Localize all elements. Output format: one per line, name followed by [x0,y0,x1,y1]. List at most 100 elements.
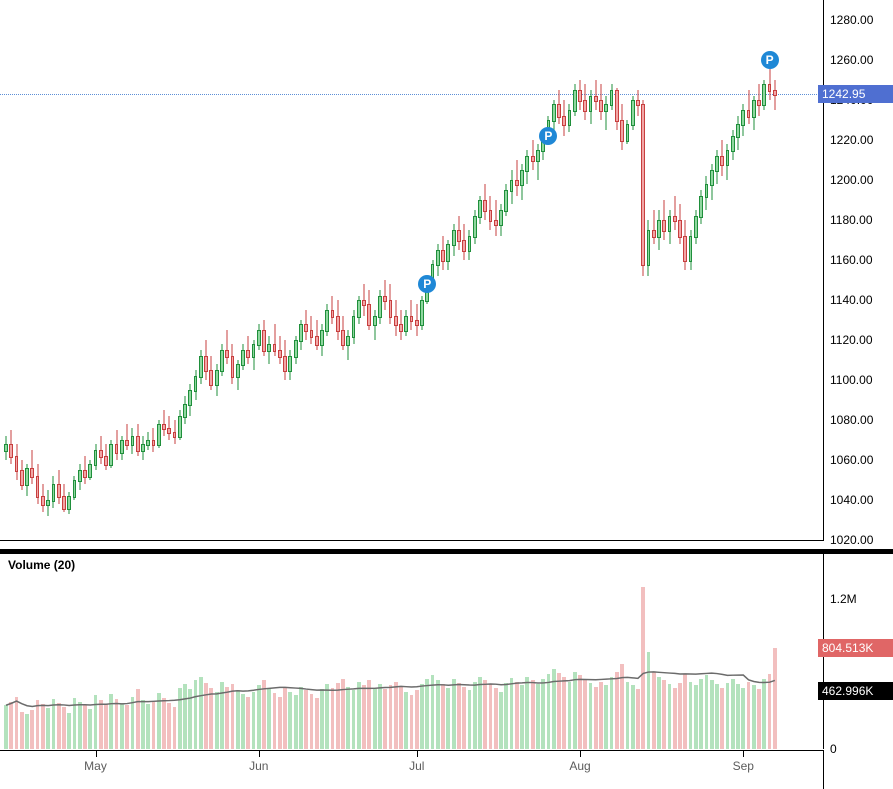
candle[interactable] [215,0,219,540]
candle[interactable] [152,0,156,540]
volume-bar[interactable] [415,690,419,749]
volume-bar[interactable] [441,684,445,749]
volume-bar[interactable] [157,693,161,749]
candle[interactable] [20,0,24,540]
candle[interactable] [178,0,182,540]
volume-bar[interactable] [36,700,40,749]
volume-bar[interactable] [336,683,340,749]
volume-bar[interactable] [710,680,714,749]
candle[interactable] [594,0,598,540]
candle[interactable] [462,0,466,540]
candle[interactable] [241,0,245,540]
volume-bar[interactable] [457,683,461,749]
candle[interactable] [115,0,119,540]
volume-bar[interactable] [683,674,687,749]
candle[interactable] [415,0,419,540]
volume-bar[interactable] [647,652,651,750]
volume-bar[interactable] [25,714,29,749]
volume-bar[interactable] [757,689,761,749]
volume-bar[interactable] [346,687,350,750]
candle[interactable] [299,0,303,540]
volume-bar[interactable] [631,685,635,749]
volume-bar[interactable] [404,692,408,750]
candle[interactable] [236,0,240,540]
volume-bar[interactable] [673,688,677,749]
candle[interactable] [204,0,208,540]
volume-bar[interactable] [62,707,66,750]
candle[interactable] [67,0,71,540]
volume-bar[interactable] [452,679,456,749]
candle[interactable] [173,0,177,540]
volume-bar[interactable] [115,699,119,749]
volume-bar[interactable] [515,682,519,750]
volume-bar[interactable] [510,678,514,749]
candle[interactable] [699,0,703,540]
candle[interactable] [57,0,61,540]
candle[interactable] [94,0,98,540]
volume-bar[interactable] [694,685,698,749]
candle[interactable] [557,0,561,540]
candle[interactable] [489,0,493,540]
volume-bar[interactable] [478,677,482,750]
volume-bar[interactable] [662,680,666,749]
candle[interactable] [262,0,266,540]
candle[interactable] [547,0,551,540]
candle[interactable] [283,0,287,540]
volume-bar[interactable] [483,680,487,749]
volume-bar[interactable] [657,677,661,750]
volume-bar[interactable] [294,695,298,749]
volume-bar[interactable] [41,704,45,749]
candle[interactable] [689,0,693,540]
candle[interactable] [662,0,666,540]
candle[interactable] [125,0,129,540]
volume-bar[interactable] [252,692,256,750]
candle[interactable] [188,0,192,540]
volume-bar[interactable] [88,709,92,749]
volume-bar[interactable] [9,702,13,750]
candle[interactable] [620,0,624,540]
candle[interactable] [310,0,314,540]
volume-bar[interactable] [768,674,772,749]
candle[interactable] [431,0,435,540]
candle[interactable] [273,0,277,540]
candle[interactable] [162,0,166,540]
volume-bar[interactable] [278,697,282,750]
candle[interactable] [652,0,656,540]
candle[interactable] [41,0,45,540]
volume-bar[interactable] [67,713,71,749]
volume-bar[interactable] [373,688,377,749]
volume-bar[interactable] [410,695,414,749]
volume-bar[interactable] [773,648,777,749]
volume-bar[interactable] [399,687,403,750]
candle[interactable] [120,0,124,540]
volume-bar[interactable] [220,682,224,750]
volume-bar[interactable] [331,688,335,749]
candle[interactable] [726,0,730,540]
volume-bar[interactable] [420,684,424,749]
candle[interactable] [183,0,187,540]
volume-bar[interactable] [299,687,303,750]
volume-bar[interactable] [499,692,503,750]
volume-bar[interactable] [678,683,682,749]
volume-bar[interactable] [52,699,56,749]
volume-bar[interactable] [94,695,98,749]
volume-bar[interactable] [231,684,235,749]
volume-bar[interactable] [699,679,703,749]
volume-bar[interactable] [389,685,393,749]
candle[interactable] [705,0,709,540]
candle[interactable] [610,0,614,540]
volume-panel[interactable]: Volume (20) [0,554,824,749]
candle[interactable] [320,0,324,540]
candle[interactable] [346,0,350,540]
volume-bar[interactable] [320,689,324,749]
volume-bar[interactable] [78,702,82,750]
candle[interactable] [341,0,345,540]
candle[interactable] [441,0,445,540]
candle[interactable] [88,0,92,540]
candle[interactable] [220,0,224,540]
candle[interactable] [631,0,635,540]
volume-bar[interactable] [136,689,140,749]
candle[interactable] [604,0,608,540]
candle[interactable] [252,0,256,540]
candle[interactable] [109,0,113,540]
